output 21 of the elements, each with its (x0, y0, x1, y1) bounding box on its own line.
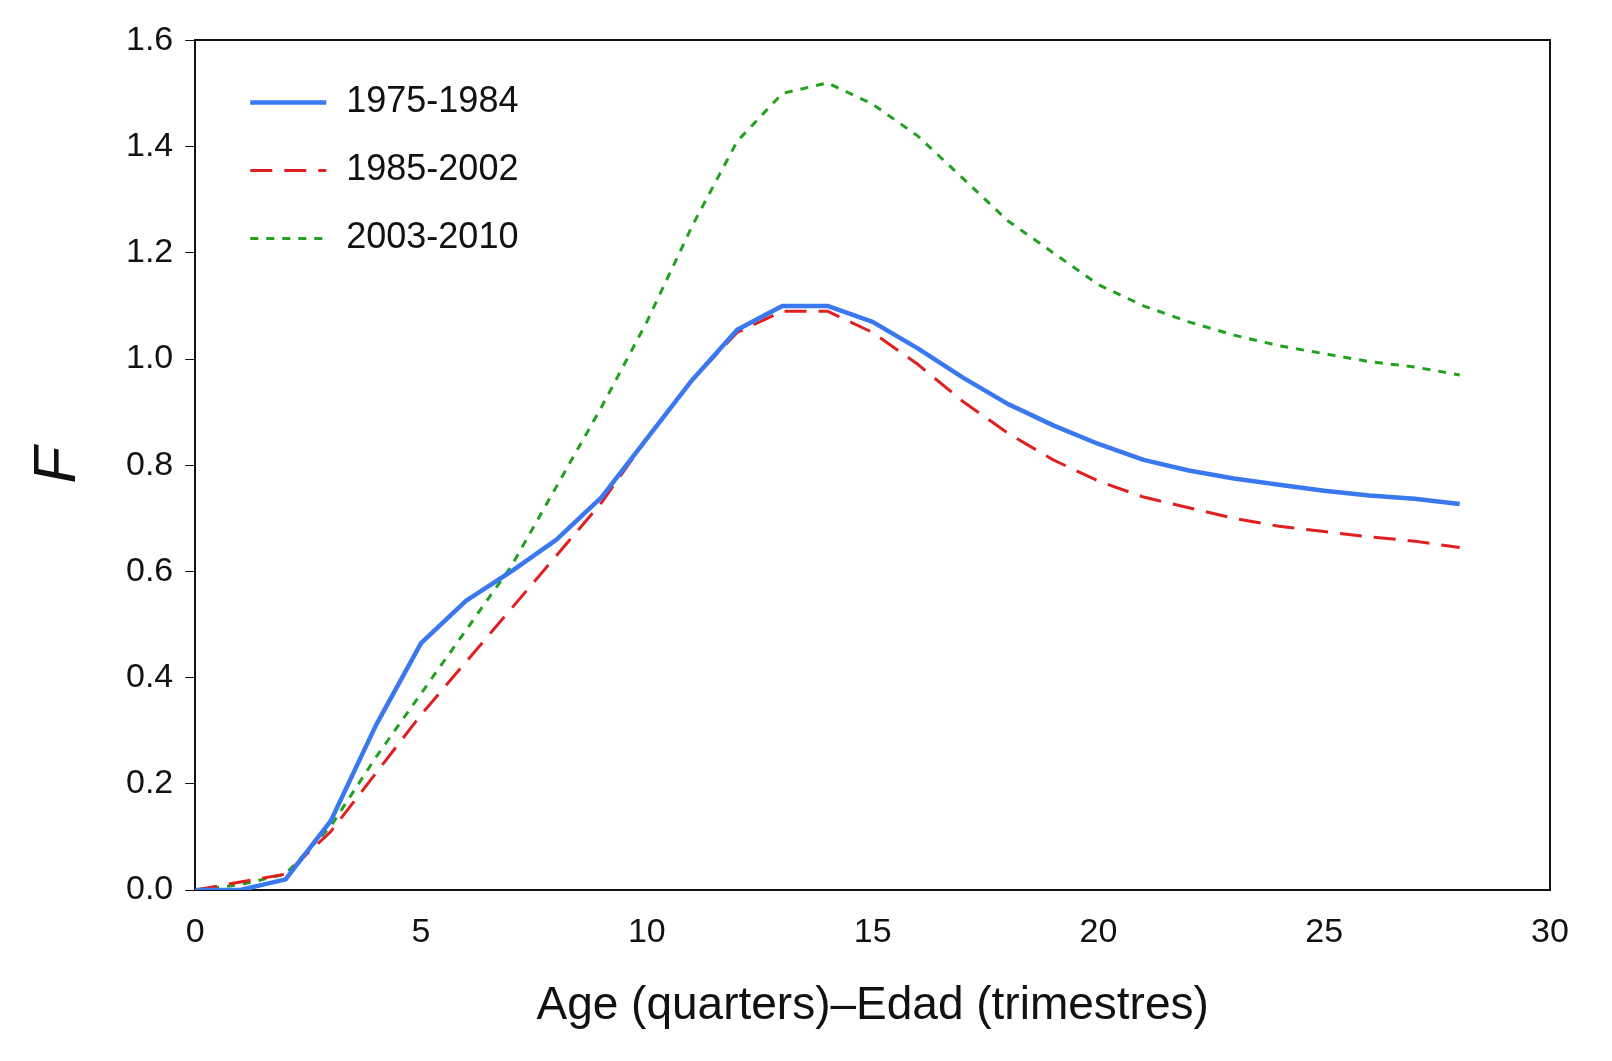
legend-label: 1985-2002 (346, 147, 519, 189)
y-axis-title: F (20, 443, 88, 484)
x-axis-title: Age (quarters)–Edad (trimestres) (536, 977, 1209, 1030)
y-tick-label: 0.2 (126, 762, 174, 801)
y-tick-label: 0.6 (126, 549, 174, 588)
x-tick-label: 30 (1531, 910, 1569, 949)
x-tick-label: 25 (1305, 910, 1344, 949)
y-tick-label: 1.4 (126, 124, 174, 163)
y-tick-label: 1.6 (126, 18, 174, 57)
legend-label: 1975-1984 (346, 79, 519, 121)
y-tick-label: 0.4 (126, 655, 174, 694)
legend-label: 2003-2010 (346, 215, 519, 257)
y-tick-label: 0.0 (126, 868, 174, 907)
x-tick-label: 15 (853, 910, 892, 949)
y-tick-label: 1.2 (126, 231, 174, 270)
x-tick-label: 20 (1079, 910, 1118, 949)
x-tick-label: 5 (411, 910, 431, 949)
x-tick-label: 10 (627, 910, 666, 949)
y-tick-label: 1.0 (126, 337, 174, 376)
y-tick-label: 0.8 (126, 443, 174, 482)
x-tick-label: 0 (185, 910, 205, 949)
